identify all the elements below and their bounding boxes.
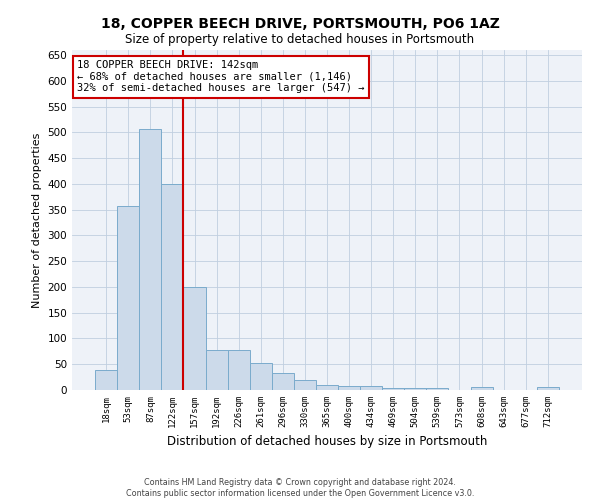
Bar xyxy=(427,388,448,390)
Text: Size of property relative to detached houses in Portsmouth: Size of property relative to detached ho… xyxy=(125,32,475,46)
Text: 18, COPPER BEECH DRIVE, PORTSMOUTH, PO6 1AZ: 18, COPPER BEECH DRIVE, PORTSMOUTH, PO6 … xyxy=(101,18,499,32)
Bar xyxy=(117,206,139,390)
Text: Contains HM Land Registry data © Crown copyright and database right 2024.
Contai: Contains HM Land Registry data © Crown c… xyxy=(126,478,474,498)
Bar xyxy=(272,373,294,390)
Bar xyxy=(316,385,338,390)
Bar xyxy=(250,363,272,390)
Bar xyxy=(404,388,427,390)
Bar xyxy=(338,386,360,390)
Bar xyxy=(139,129,161,390)
Bar xyxy=(184,287,206,390)
Bar xyxy=(360,386,382,390)
X-axis label: Distribution of detached houses by size in Portsmouth: Distribution of detached houses by size … xyxy=(167,436,487,448)
Bar xyxy=(95,370,117,390)
Y-axis label: Number of detached properties: Number of detached properties xyxy=(32,132,42,308)
Text: 18 COPPER BEECH DRIVE: 142sqm
← 68% of detached houses are smaller (1,146)
32% o: 18 COPPER BEECH DRIVE: 142sqm ← 68% of d… xyxy=(77,60,365,94)
Bar xyxy=(294,380,316,390)
Bar xyxy=(537,388,559,390)
Bar xyxy=(382,388,404,390)
Bar xyxy=(227,350,250,390)
Bar xyxy=(161,184,184,390)
Bar xyxy=(470,388,493,390)
Bar xyxy=(206,350,227,390)
